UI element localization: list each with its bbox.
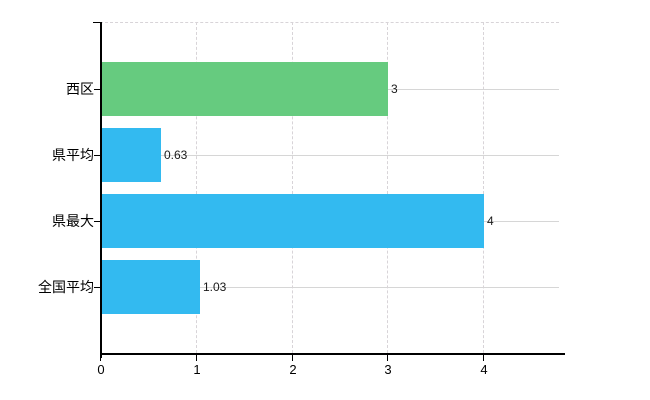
x-tick-label: 2 bbox=[289, 362, 297, 377]
x-tick-label: 0 bbox=[97, 362, 105, 377]
bar-value-label: 1.03 bbox=[203, 280, 227, 294]
grid-line-horizontal bbox=[100, 287, 559, 288]
y-tick bbox=[94, 221, 100, 222]
x-tick-label: 4 bbox=[480, 362, 488, 377]
bar-value-label: 3 bbox=[391, 82, 398, 96]
y-axis bbox=[100, 22, 102, 358]
x-tick bbox=[292, 355, 293, 361]
category-label: 全国平均 bbox=[38, 279, 94, 295]
bar bbox=[101, 62, 388, 116]
category-label: 西区 bbox=[66, 81, 94, 97]
y-axis-top-tick bbox=[93, 22, 100, 23]
grid-line-vertical bbox=[196, 22, 197, 353]
plot-top-border bbox=[100, 22, 559, 23]
category-label: 県平均 bbox=[52, 147, 94, 163]
bar bbox=[101, 260, 200, 314]
y-tick bbox=[94, 89, 100, 90]
x-tick-label: 3 bbox=[384, 362, 392, 377]
x-tick bbox=[196, 355, 197, 361]
bar bbox=[101, 128, 161, 182]
grid-line-horizontal bbox=[100, 155, 559, 156]
y-tick bbox=[94, 287, 100, 288]
x-tick bbox=[483, 355, 484, 361]
x-axis bbox=[100, 353, 565, 355]
grid-line-vertical bbox=[292, 22, 293, 353]
category-label: 県最大 bbox=[52, 213, 94, 229]
y-tick bbox=[94, 155, 100, 156]
bar-value-label: 4 bbox=[487, 214, 494, 228]
bar-value-label: 0.63 bbox=[164, 148, 188, 162]
grid-line-vertical bbox=[483, 22, 484, 353]
bar bbox=[101, 194, 484, 248]
x-tick bbox=[387, 355, 388, 361]
x-tick bbox=[100, 355, 101, 361]
grid-line-vertical bbox=[387, 22, 388, 353]
x-tick-label: 1 bbox=[193, 362, 201, 377]
